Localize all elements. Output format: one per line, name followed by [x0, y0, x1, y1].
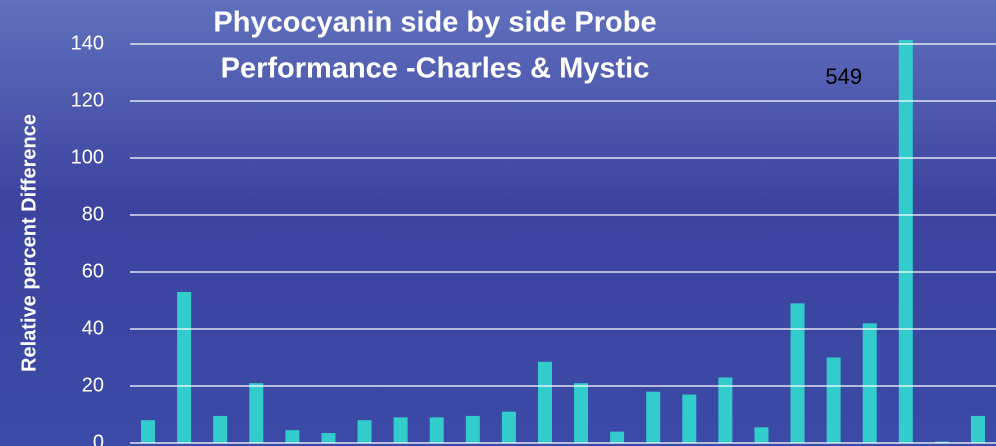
bar — [465, 415, 480, 443]
y-tick-label: 100 — [71, 146, 104, 168]
bar — [718, 377, 733, 443]
bar — [826, 357, 841, 443]
bar — [357, 420, 372, 443]
bar — [321, 433, 336, 443]
y-axis-label: Relative percent Difference — [18, 114, 40, 372]
bar — [610, 431, 625, 443]
bar — [790, 303, 805, 443]
bar — [574, 383, 589, 443]
y-tick-label: 0 — [93, 431, 104, 446]
bar — [429, 417, 444, 443]
bar — [249, 383, 264, 443]
y-tick-label: 40 — [82, 317, 104, 339]
bar — [501, 411, 516, 443]
y-tick-label: 120 — [71, 89, 104, 111]
bar — [862, 323, 877, 443]
bar — [934, 441, 949, 443]
value-label: 549 — [825, 64, 862, 89]
bar — [393, 417, 408, 443]
y-tick-label: 80 — [82, 203, 104, 225]
y-tick-label: 60 — [82, 260, 104, 282]
bar — [970, 415, 985, 443]
chart-title: Phycocyanin side by side Probe — [213, 7, 656, 39]
bar — [682, 394, 697, 443]
bar — [646, 391, 661, 443]
y-tick-label: 20 — [82, 374, 104, 396]
bar — [537, 361, 552, 443]
y-tick-label: 140 — [71, 32, 104, 54]
chart-title: Performance -Charles & Mystic — [221, 53, 650, 85]
bar — [898, 40, 913, 443]
plot-area — [141, 40, 985, 443]
bar — [177, 291, 192, 443]
bar — [754, 427, 769, 443]
bar — [141, 420, 156, 443]
bar — [213, 415, 228, 443]
bar — [285, 430, 300, 443]
